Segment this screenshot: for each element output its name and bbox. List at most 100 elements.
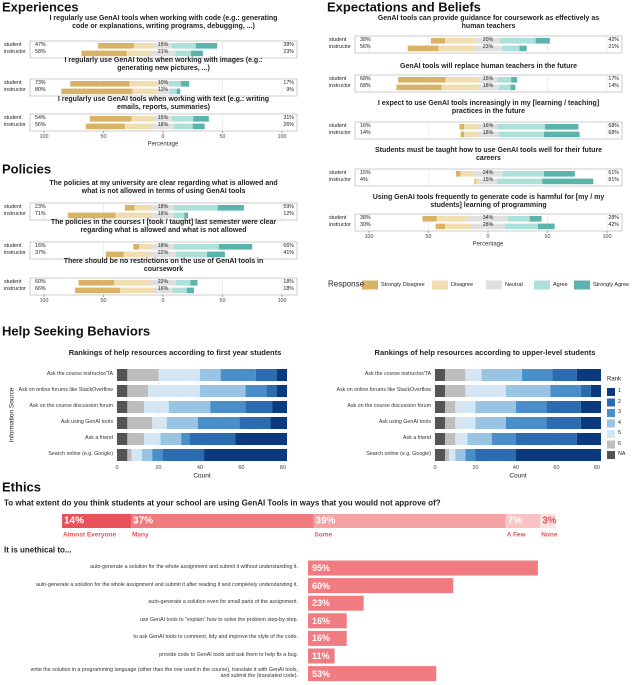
likert-segment: [123, 251, 150, 258]
bar-segment: [148, 385, 200, 397]
likert-segment: [535, 38, 550, 44]
likert-segment: [473, 171, 503, 177]
legend-swatch: [607, 451, 615, 459]
likert-segment: [156, 88, 170, 95]
likert-segment: [519, 45, 527, 52]
bar-segment: [576, 433, 601, 445]
bar-segment: [546, 401, 581, 413]
bar-segment: [239, 417, 271, 429]
bar-segment: [158, 369, 200, 381]
likert-segment: [478, 124, 498, 130]
x-tick-label: 100: [39, 134, 49, 141]
percent-label: 71%: [35, 211, 46, 218]
likert-segment: [153, 287, 173, 294]
y-tick-label: provide code to GenAI tools and ask them…: [159, 652, 298, 659]
y-tick-label: Ask using GenAI tools: [60, 419, 113, 426]
likert-segment: [445, 77, 480, 83]
category-label: Many: [132, 531, 149, 539]
percent-label: 68%: [608, 122, 619, 129]
bar-segment: [152, 417, 167, 429]
percent-label: 9%: [286, 87, 294, 94]
percent-label: 42%: [608, 222, 619, 229]
likert-segment: [479, 178, 497, 185]
y-tick-label: auto-generate a solution for the whole a…: [35, 581, 298, 588]
value-label: 95%: [312, 562, 331, 573]
question-text: The policies in the courses I [took / ta…: [50, 219, 277, 234]
section-title: Ethics: [2, 479, 42, 495]
likert-segment: [133, 244, 140, 250]
section-title: Policies: [2, 161, 52, 177]
percent-label: 23%: [35, 203, 46, 210]
x-tick-label: 20: [472, 464, 479, 471]
value-label: 23%: [312, 598, 331, 609]
bar-segment: [491, 433, 516, 445]
bar-segment: [166, 417, 198, 429]
percent-label: 28%: [608, 214, 619, 221]
likert-segment: [173, 212, 185, 219]
bar-segment: [272, 401, 287, 413]
likert-segment: [511, 77, 518, 83]
bar-segment: [515, 401, 547, 413]
likert-segment: [173, 123, 193, 130]
y-tick-label: Search online (e.g. Google): [366, 451, 431, 458]
legend-title: Rank: [607, 376, 622, 383]
value-label: 39%: [315, 515, 336, 527]
percent-label: 54%: [35, 114, 46, 121]
likert-segment: [124, 205, 135, 211]
bar-segment: [143, 401, 169, 413]
value-label: 53%: [312, 668, 331, 679]
bar-segment: [127, 433, 144, 445]
likert-segment: [498, 84, 511, 91]
likert-segment: [475, 178, 480, 185]
likert-segment: [464, 124, 479, 130]
y-tick-label: Ask on online forums like StackOverflow: [336, 387, 432, 394]
x-tick-label: 0: [161, 298, 165, 305]
question-text: There should be no restrictions on the u…: [63, 258, 264, 273]
percent-label: 59%: [283, 203, 294, 210]
likert-segment: [81, 50, 127, 57]
likert-segment: [132, 88, 157, 95]
likert-segment: [85, 123, 125, 130]
legend-swatch: [607, 398, 615, 407]
y-tick-label: to ask GenAI tools to comment, tidy and …: [133, 634, 298, 641]
bar-segment: [220, 369, 256, 381]
row-label: instructor: [329, 44, 351, 51]
percent-label: 18%: [283, 278, 294, 285]
percent-label: 16%: [157, 286, 169, 293]
bar-segment: [522, 369, 553, 381]
value-label: 14%: [64, 515, 85, 527]
bar-segment: [62, 514, 132, 528]
likert-segment: [460, 131, 465, 138]
percent-label: 42%: [608, 36, 619, 43]
bar-segment: [141, 449, 153, 461]
bar-segment: [475, 449, 516, 461]
likert-segment: [477, 84, 499, 91]
likert-segment: [129, 81, 158, 87]
x-tick-label: 100: [277, 298, 287, 305]
chart-title: Rankings of help resources according to …: [68, 347, 282, 357]
likert-segment: [78, 280, 115, 286]
bar-segment: [576, 369, 601, 381]
percent-label: 23%: [482, 44, 494, 51]
bar-segment: [465, 449, 476, 461]
row-label: student: [329, 214, 347, 221]
x-tick-label: 50: [219, 134, 226, 141]
likert-segment: [61, 88, 133, 95]
percent-label: 61%: [608, 169, 619, 176]
percent-label: 26%: [283, 122, 294, 129]
likert-segment: [510, 84, 516, 91]
bar-segment: [266, 385, 277, 397]
likert-segment: [217, 205, 244, 211]
chart-title: It is unethical to...: [4, 545, 72, 555]
bar-segment: [515, 433, 577, 445]
legend-label: Disagree: [451, 281, 474, 288]
bar: [308, 613, 347, 629]
row-label: instructor: [4, 49, 26, 56]
likert-segment: [398, 77, 446, 83]
bar-segment: [550, 385, 581, 397]
row-label: student: [4, 41, 22, 48]
x-tick-label: 100: [39, 298, 49, 305]
percent-label: 22%: [157, 250, 169, 257]
likert-segment: [537, 223, 555, 230]
percent-label: 30%: [360, 222, 371, 229]
